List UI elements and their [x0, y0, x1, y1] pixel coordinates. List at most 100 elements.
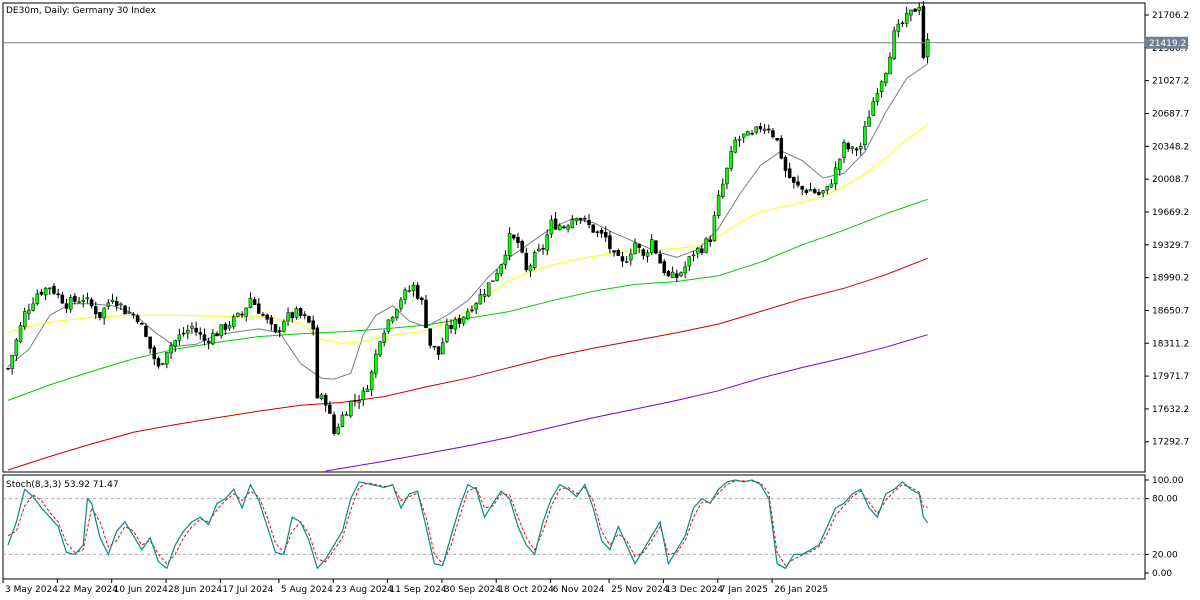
candle-body — [273, 324, 278, 332]
candle-body — [244, 307, 249, 317]
date-tick-label: 6 Nov 2024 — [553, 585, 605, 595]
candle-body — [675, 273, 679, 278]
candle — [127, 306, 131, 314]
candle-body — [629, 253, 633, 261]
candle — [315, 324, 320, 399]
candle-body — [578, 218, 583, 221]
price-tick-label: 21706.2 — [1152, 11, 1189, 21]
candle — [102, 307, 106, 325]
price-tick-label: 18311.2 — [1152, 339, 1189, 349]
price-tick-label: 21027.2 — [1152, 77, 1189, 87]
candle-body — [378, 341, 382, 356]
candle-body — [135, 315, 140, 323]
candle-body — [888, 56, 892, 75]
candle — [110, 293, 115, 304]
price-tick-label: 18650.7 — [1152, 306, 1189, 316]
candle-body — [541, 247, 545, 250]
candle — [804, 188, 809, 195]
candle — [236, 312, 240, 318]
candle — [290, 311, 294, 323]
candle-body — [808, 189, 813, 192]
candle — [846, 141, 850, 152]
main-price-panel[interactable] — [2, 2, 1146, 473]
candle — [202, 328, 207, 346]
candle-body — [269, 317, 274, 325]
candle — [240, 311, 244, 318]
candle — [165, 352, 169, 369]
candle-body — [27, 309, 31, 314]
candle-body — [436, 346, 441, 355]
candle — [390, 316, 395, 324]
candle-body — [783, 157, 788, 171]
candle — [160, 362, 165, 366]
candle-body — [850, 146, 855, 149]
stochastic-lines — [3, 479, 1145, 570]
candle — [524, 247, 529, 273]
candle-body — [219, 324, 223, 337]
candle-body — [616, 250, 621, 256]
candle-body — [365, 388, 370, 392]
candle-body — [570, 219, 575, 228]
candle-body — [746, 131, 750, 136]
candle-body — [390, 316, 395, 322]
candle — [231, 314, 236, 330]
candle — [900, 21, 905, 27]
date-tick-label: 5 Aug 2024 — [281, 585, 333, 595]
candle-body — [771, 130, 775, 138]
price-tick-label: 19669.2 — [1152, 208, 1189, 218]
candle-body — [206, 340, 211, 343]
candle-body — [453, 319, 458, 330]
candle — [633, 238, 637, 255]
candle-body — [202, 334, 207, 341]
candle — [842, 139, 846, 164]
candle-body — [754, 126, 758, 133]
candle-body — [741, 133, 746, 138]
candle-body — [144, 325, 148, 337]
candle — [194, 321, 198, 336]
candle-body — [160, 363, 165, 365]
candle-body — [332, 414, 336, 434]
candle-body — [812, 189, 817, 194]
candle — [746, 130, 750, 136]
candle-body — [691, 254, 696, 257]
candle-body — [892, 30, 896, 60]
candle — [892, 26, 896, 61]
candle-body — [817, 192, 821, 195]
candle-body — [194, 327, 198, 333]
candle — [503, 250, 508, 270]
candle — [812, 187, 817, 194]
candle-body — [277, 330, 282, 332]
candle-body — [265, 314, 269, 320]
candle — [541, 244, 545, 255]
candle-body — [683, 266, 687, 274]
price-tick-label: 20348.2 — [1152, 142, 1189, 152]
candle — [440, 337, 445, 355]
price-axis[interactable]: 17292.7 17632.2 17971.7 18311.2 18650.7 18990… — [1145, 11, 1189, 448]
candle — [156, 356, 161, 369]
candle-body — [704, 238, 708, 253]
candle — [499, 264, 503, 277]
candle-body — [39, 291, 44, 295]
candle-body — [909, 9, 913, 16]
candle — [307, 315, 311, 324]
candle — [758, 122, 763, 133]
price-tick-label: 20687.7 — [1152, 109, 1189, 119]
candle — [549, 215, 554, 238]
candle-body — [658, 253, 662, 264]
candle — [875, 88, 880, 106]
candle — [227, 321, 232, 331]
date-tick-label: 22 May 2024 — [59, 585, 118, 595]
candle — [821, 189, 825, 198]
candle-body — [829, 183, 834, 188]
candle — [14, 338, 19, 361]
candle — [344, 411, 349, 416]
candle — [140, 322, 144, 325]
candle-body — [319, 394, 324, 399]
candle — [712, 211, 717, 242]
candle-body — [445, 324, 449, 342]
candle — [68, 294, 73, 313]
candle — [716, 190, 721, 219]
stochastic-panel[interactable] — [2, 474, 1146, 580]
